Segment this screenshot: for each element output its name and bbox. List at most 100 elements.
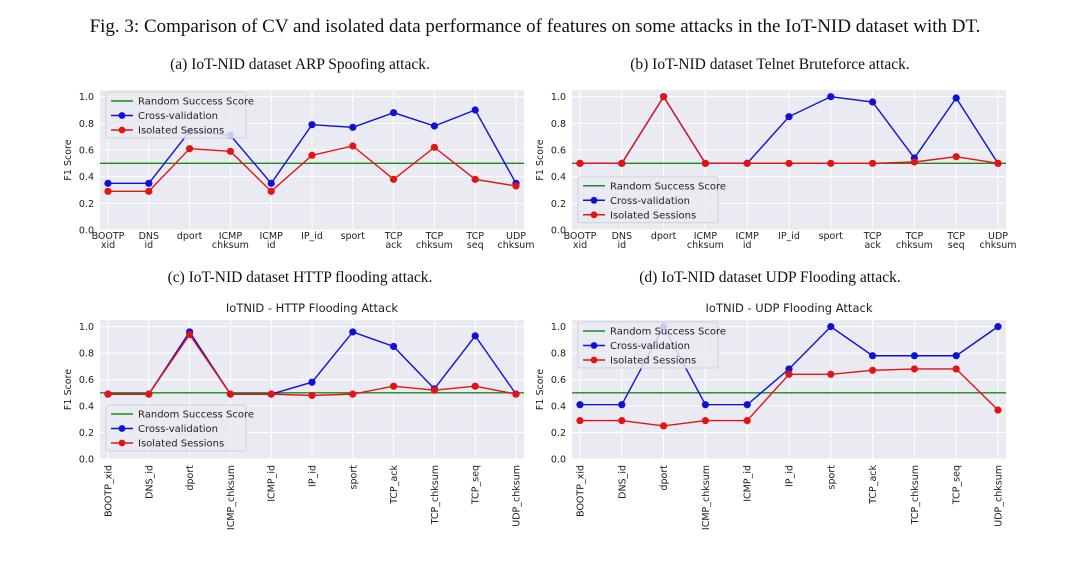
data-point-cv [701,401,710,409]
x-tick-label: TCP ack [384,231,403,251]
data-point-cv [308,121,316,129]
x-tick-label: UDP_chksum [512,465,523,527]
x-tick-label: UDP chksum [498,231,535,251]
legend-label-iso: Isolated Sessions [610,210,696,221]
x-tick-label: TCP chksum [416,231,453,251]
data-point-iso [701,159,710,167]
data-point-cv [869,98,877,106]
legend-label-cv: Cross-validation [610,196,690,207]
legend: Random Success Score Cross-validation Isol… [577,321,726,369]
data-point-cv [145,179,153,187]
y-tick-label: 0.8 [551,119,566,130]
data-point-iso [349,142,357,150]
x-tick-label: sport [826,465,837,490]
x-tick-label: TCP seq [465,231,484,251]
legend-marker-cv [118,425,126,432]
data-point-cv [471,106,479,114]
legend-box [105,91,247,139]
data-point-iso [430,143,438,151]
y-tick-label: 1.0 [79,322,94,333]
legend-marker-iso [118,439,126,447]
data-point-iso [308,391,316,400]
data-point-iso [267,187,275,195]
x-tick-label: dport [651,231,677,242]
y-tick-label: 1.0 [551,322,566,333]
x-tick-label: ICMP id [260,231,284,251]
y-axis-label: F1 Score [63,369,74,410]
y-tick-label: 0.8 [551,349,566,360]
data-point-iso [952,365,960,373]
x-tick-label: sport [348,465,359,490]
data-point-iso [430,386,438,394]
y-tick-label: 0.0 [551,226,566,237]
data-point-iso [994,406,1002,414]
x-tick-label: TCP_chksum [430,465,441,525]
data-point-iso [390,382,398,390]
x-tick-label: TCP_ack [868,465,879,505]
data-point-cv [308,378,316,386]
data-point-iso [512,182,520,190]
chart-b: 0.0 0.2 0.4 0.6 0.8 1.0 F1 Score BOOTP xid DNS id d… [535,90,1016,251]
figure-caption: Fig. 3: Comparison of CV and isolated da… [89,16,981,37]
data-point-iso [186,145,194,153]
data-point-iso [785,159,793,167]
data-point-cv [104,179,112,187]
legend-box [577,176,719,224]
data-point-cv [827,93,835,101]
legend-label-iso: Isolated Sessions [610,356,696,367]
y-tick-label: 1.0 [551,92,566,103]
data-point-cv [390,342,398,351]
y-axis-label: F1 Score [63,139,74,180]
y-tick-label: 0.6 [79,146,94,157]
x-tick-label: TCP seq [946,231,965,251]
legend-label-random: Random Success Score [610,327,726,338]
data-point-iso [743,417,751,425]
x-tick-label: dport [185,465,196,491]
legend-label-cv: Cross-validation [610,341,690,352]
data-point-iso [660,422,668,430]
x-tick-label: sport [341,231,366,242]
legend-label-iso: Isolated Sessions [138,439,224,450]
data-point-cv [267,179,275,187]
x-tick-label: dport [659,465,670,491]
chart-a: 0.0 0.2 0.4 0.6 0.8 1.0 F1 Score BOOTP xid DNS id d… [63,90,534,251]
data-point-iso [471,382,479,390]
y-tick-label: 0.2 [79,428,94,439]
y-tick-label: 0.0 [79,226,94,237]
y-tick-label: 0.2 [551,428,566,439]
subcaption-c: (c) IoT-NID dataset HTTP flooding attack… [167,269,433,286]
legend-marker-iso [118,126,126,134]
data-point-iso [576,417,584,425]
x-tick-label: BOOTP_xid [104,465,115,517]
x-tick-label: ICMP_chksum [226,465,237,530]
data-point-iso [869,159,877,167]
data-point-cv [869,352,877,360]
x-tick-label: BOOTP_xid [576,465,587,517]
data-point-cv [785,365,793,373]
chart-title: IoTNID - HTTP Flooding Attack [226,301,399,315]
chart-d: 0.0 0.2 0.4 0.6 0.8 1.0 F1 Score IoTNID - UDP F… [535,301,1006,530]
chart-c: 0.0 0.2 0.4 0.6 0.8 1.0 F1 Score IoTNID - HTTP … [63,301,524,530]
x-tick-label: TCP_seq [952,465,963,505]
legend-label-cv: Cross-validation [138,424,218,435]
x-tick-label: TCP_chksum [910,465,921,525]
x-tick-label: BOOTP xid [92,231,125,251]
y-tick-label: 0.6 [79,375,94,386]
subcaption-a: (a) IoT-NID dataset ARP Spoofing attack. [170,56,430,73]
data-point-iso [618,417,626,425]
data-point-iso [994,159,1002,167]
x-tick-label: sport [819,231,844,242]
y-axis-label: F1 Score [535,369,546,410]
y-tick-label: 0.4 [79,172,94,183]
data-point-iso [910,365,919,373]
y-tick-label: 0.6 [551,146,566,157]
data-point-cv [952,94,960,102]
y-axis-label: F1 Score [535,139,546,180]
x-tick-label: UDP chksum [980,231,1017,251]
data-point-iso [186,330,194,339]
x-tick-label: ICMP chksum [212,231,249,251]
data-point-iso [785,370,793,378]
data-point-iso [145,187,153,195]
subcaption-b: (b) IoT-NID dataset Telnet Bruteforce at… [630,56,910,73]
